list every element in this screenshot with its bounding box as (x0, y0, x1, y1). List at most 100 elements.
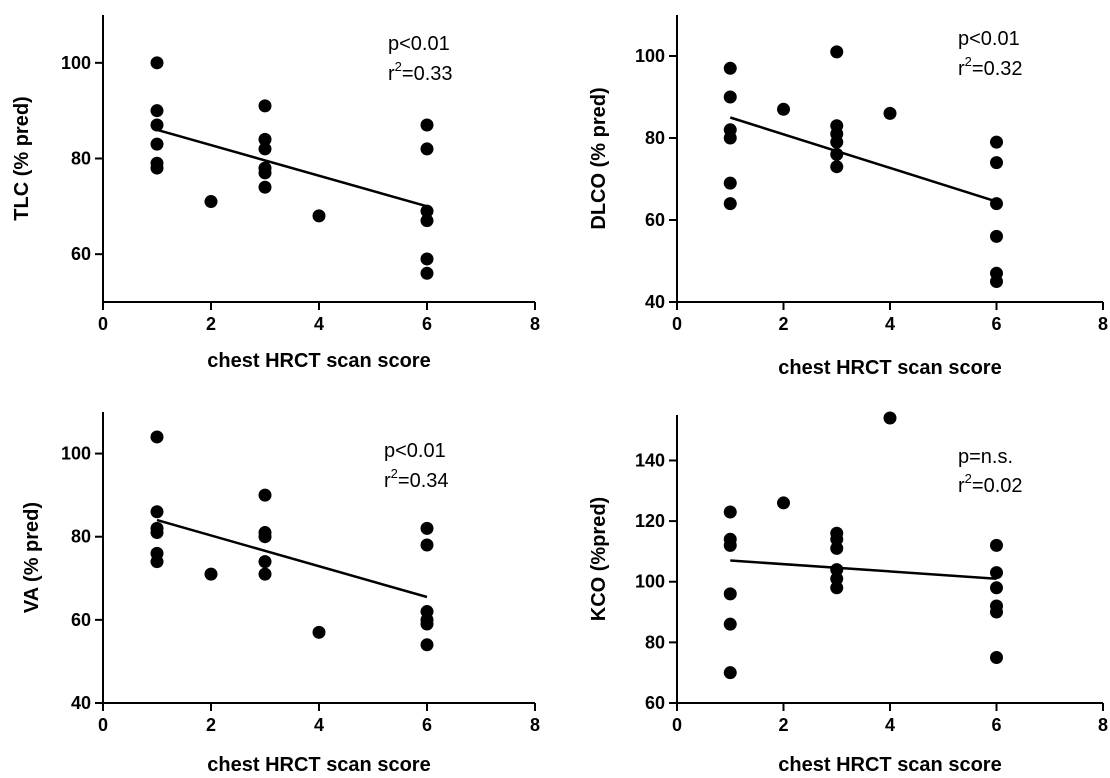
data-point (420, 118, 434, 132)
data-point (420, 266, 434, 280)
data-point (830, 160, 844, 174)
r-squared-annotation: r2=0.32 (958, 54, 1023, 80)
data-point (883, 411, 897, 425)
y-axis-title: TLC (% pred) (11, 96, 33, 220)
data-point (420, 142, 434, 156)
data-point (420, 617, 434, 631)
data-point (312, 209, 326, 223)
y-tick-label: 80 (645, 128, 665, 148)
y-tick-label: 60 (71, 244, 91, 264)
data-point (420, 214, 434, 228)
x-tick-label: 0 (98, 715, 108, 735)
x-tick-label: 8 (530, 314, 540, 334)
data-point (420, 521, 434, 535)
data-point (420, 252, 434, 266)
y-tick-label: 80 (645, 632, 665, 652)
data-point (420, 538, 434, 552)
y-tick-label: 60 (645, 693, 665, 713)
x-tick-label: 8 (530, 715, 540, 735)
data-point (150, 137, 164, 151)
x-axis-title: chest HRCT scan score (207, 754, 430, 776)
data-point (258, 142, 272, 156)
chart-panel-1: 0 2 4 6 8 60 80 100 chest HRCT scan score TLC (% … (11, 15, 540, 372)
p-value-annotation: p<0.01 (958, 28, 1020, 50)
data-point (723, 587, 737, 601)
data-point (990, 605, 1003, 619)
y-tick-label: 80 (71, 149, 91, 169)
p-value-annotation: p=n.s. (958, 446, 1013, 468)
data-point (830, 541, 844, 555)
data-point (723, 197, 737, 211)
r-squared-annotation: r2=0.33 (388, 59, 453, 85)
x-tick-label: 2 (206, 314, 216, 334)
data-point (150, 56, 164, 70)
x-tick-label: 0 (672, 314, 682, 334)
data-point (723, 666, 737, 680)
data-point (258, 567, 272, 581)
regression-line (730, 559, 997, 580)
data-point (420, 638, 434, 652)
chart-panel-2: 0 2 4 6 8 40 60 80 100 chest HRCT scan score DLCO … (588, 15, 1108, 379)
data-point (258, 488, 272, 502)
y-tick-label: 80 (71, 527, 91, 547)
x-tick-label: 6 (991, 314, 1001, 334)
data-point (258, 180, 272, 194)
r-squared-annotation: r2=0.02 (958, 471, 1023, 497)
x-tick-label: 6 (422, 715, 432, 735)
x-axis-title: chest HRCT scan score (778, 754, 1001, 776)
y-tick-label: 120 (635, 511, 665, 531)
data-point (990, 156, 1003, 170)
data-point (723, 505, 737, 519)
data-point (150, 430, 164, 444)
data-point (204, 567, 218, 581)
data-point (990, 651, 1003, 665)
x-tick-label: 2 (206, 715, 216, 735)
y-tick-label: 40 (645, 292, 665, 312)
data-point (830, 135, 844, 149)
y-tick-label: 100 (635, 572, 665, 592)
regression-line (156, 518, 428, 599)
x-tick-label: 4 (885, 715, 895, 735)
x-tick-label: 4 (885, 314, 895, 334)
data-point (723, 176, 737, 190)
regression-line (729, 116, 997, 203)
data-point (990, 581, 1003, 595)
data-point (723, 131, 737, 145)
data-point (990, 538, 1003, 552)
data-point (150, 161, 164, 175)
data-point (883, 106, 897, 120)
data-point (723, 61, 737, 75)
data-point (990, 135, 1003, 149)
data-point (150, 118, 164, 132)
y-tick-label: 100 (61, 53, 91, 73)
chart-panel-4: 0 2 4 6 8 60 80 100 120 140 chest HRCT scan score K… (588, 411, 1108, 776)
y-tick-label: 140 (635, 450, 665, 470)
x-tick-label: 0 (98, 314, 108, 334)
y-axis-title: VA (% pred) (21, 502, 43, 613)
data-point (258, 99, 272, 113)
x-tick-label: 4 (314, 314, 324, 334)
data-point (990, 275, 1003, 288)
x-tick-label: 8 (1098, 715, 1108, 735)
data-point (312, 625, 326, 639)
data-point (150, 526, 164, 540)
data-point (830, 45, 844, 59)
data-point (150, 555, 164, 569)
data-point (150, 505, 164, 519)
data-point (258, 132, 272, 146)
y-tick-label: 40 (71, 693, 91, 713)
x-axis-title: chest HRCT scan score (207, 350, 430, 372)
data-point (420, 204, 434, 218)
data-point (777, 102, 790, 116)
data-point (990, 229, 1003, 243)
x-tick-label: 2 (778, 314, 788, 334)
y-tick-label: 60 (645, 210, 665, 230)
y-tick-label: 100 (635, 46, 665, 66)
data-point (150, 104, 164, 118)
y-axis-title: DLCO (% pred) (588, 87, 610, 229)
x-tick-label: 2 (778, 715, 788, 735)
x-tick-label: 0 (672, 715, 682, 735)
p-value-annotation: p<0.01 (388, 33, 450, 55)
data-point (258, 166, 272, 180)
